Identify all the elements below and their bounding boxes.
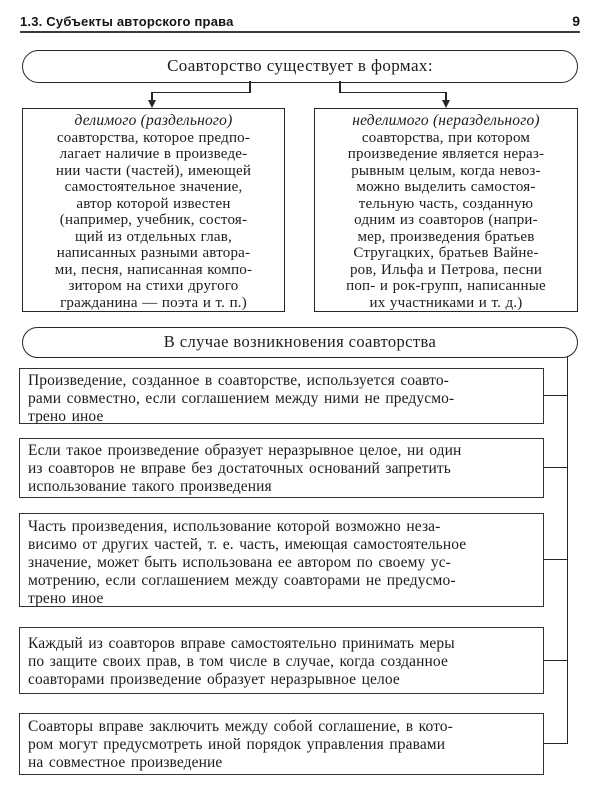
section-title-label: В случае возникновения соавторства	[163, 332, 437, 351]
connector-arrow-shaft-left	[151, 91, 153, 102]
bracket-vertical-line	[567, 356, 569, 744]
form-divisible-text: соавторства, которое предпо- лагает нали…	[54, 129, 253, 311]
section-title-box: В случае возникновения соавторства	[22, 327, 578, 358]
down-arrow-icon	[441, 100, 450, 108]
form-box-indivisible: неделимого (нераздельного) соавторства, …	[314, 108, 578, 312]
form-divisible-title: делимого (раздельного)	[74, 112, 233, 129]
rule-box-1: Произведение, созданное в соавторстве, и…	[19, 368, 544, 424]
connector-stub-right	[339, 81, 341, 93]
bracket-stub-3	[543, 559, 568, 561]
bracket-stub-4	[543, 659, 568, 661]
bracket-stub-2	[543, 466, 568, 468]
rule-box-2: Если такое произведение образует неразры…	[19, 438, 544, 498]
connector-horizontal-right	[339, 91, 447, 93]
form-indivisible-text: соавторства, при котором произведение яв…	[346, 129, 546, 311]
form-box-divisible: делимого (раздельного) соавторства, кото…	[22, 108, 285, 312]
running-head-title: 1.3. Субъекты авторского права	[20, 14, 234, 29]
bracket-stub-5	[543, 743, 568, 745]
rule-box-5: Соавторы вправе заключить между собой со…	[19, 713, 544, 775]
rule-box-4: Каждый из соавторов вправе самостоятельн…	[19, 627, 544, 694]
connector-arrow-shaft-right	[445, 91, 447, 102]
rule-box-3: Часть произведения, использование которо…	[19, 513, 544, 607]
forms-title-box: Соавторство существует в формах:	[22, 50, 578, 83]
connector-horizontal-left	[151, 91, 251, 93]
connector-stub-left	[249, 81, 251, 93]
form-indivisible-title: неделимого (нераздельного)	[352, 112, 540, 129]
page-number: 9	[572, 13, 580, 29]
bracket-stub-1	[543, 394, 568, 396]
forms-title-label: Соавторство существует в формах:	[167, 56, 433, 75]
header-rule	[20, 31, 580, 33]
down-arrow-icon	[147, 100, 156, 108]
